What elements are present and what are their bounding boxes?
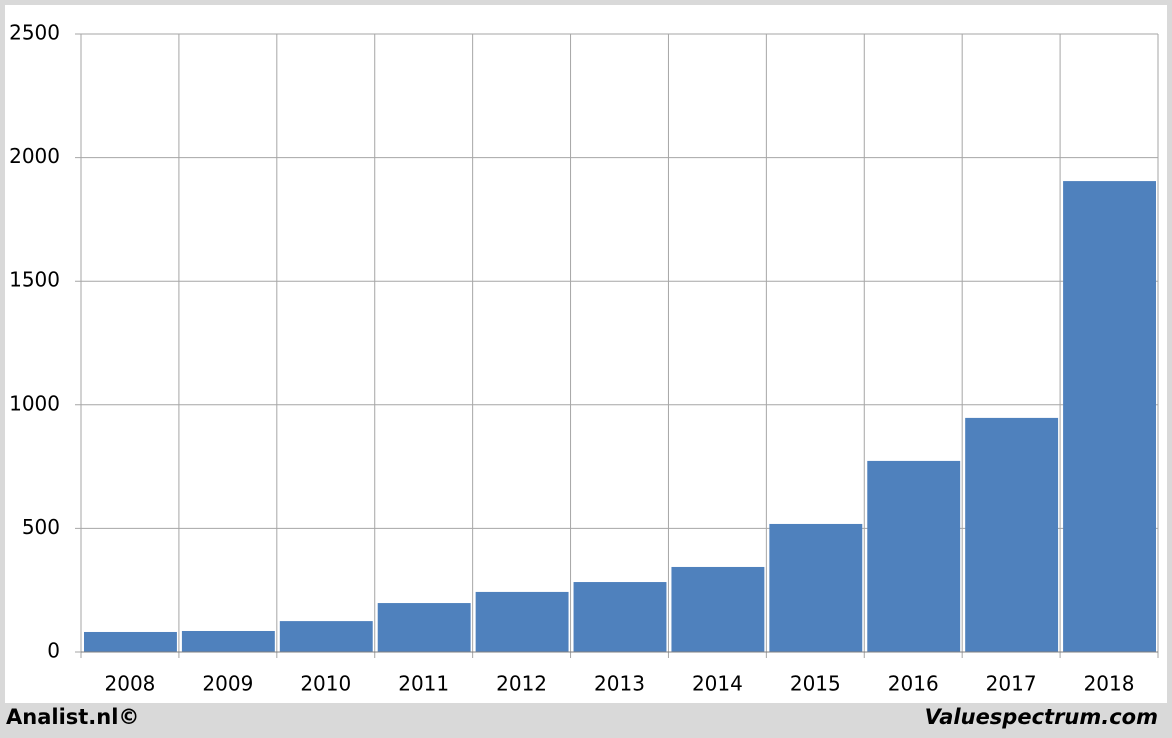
bar <box>867 460 961 652</box>
y-tick-label: 1500 <box>9 268 60 292</box>
bar <box>181 630 275 652</box>
x-tick-label: 2016 <box>888 672 939 696</box>
bar <box>377 603 471 652</box>
x-tick-label: 2010 <box>300 672 351 696</box>
bar <box>671 566 765 652</box>
x-tick-label: 2014 <box>692 672 743 696</box>
y-tick-label: 2000 <box>9 144 60 168</box>
source-right: Valuespectrum.com <box>925 705 1158 729</box>
x-tick-label: 2008 <box>105 672 156 696</box>
x-tick-label: 2018 <box>1084 672 1135 696</box>
x-tick-label: 2012 <box>496 672 547 696</box>
bar <box>475 591 569 652</box>
y-tick-label: 500 <box>22 515 60 539</box>
x-tick-label: 2011 <box>398 672 449 696</box>
x-tick-label: 2009 <box>202 672 253 696</box>
y-tick-label: 1000 <box>9 391 60 415</box>
bar <box>769 523 863 652</box>
bar <box>279 621 373 652</box>
source-left: Analist.nl© <box>6 705 139 729</box>
x-tick-label: 2013 <box>594 672 645 696</box>
y-tick-label: 0 <box>47 639 60 663</box>
bar <box>573 582 667 652</box>
bar <box>84 631 177 652</box>
y-tick-label: 2500 <box>9 21 60 45</box>
bar <box>965 417 1059 652</box>
x-tick-label: 2017 <box>986 672 1037 696</box>
x-tick-label: 2015 <box>790 672 841 696</box>
bar <box>1063 181 1156 653</box>
